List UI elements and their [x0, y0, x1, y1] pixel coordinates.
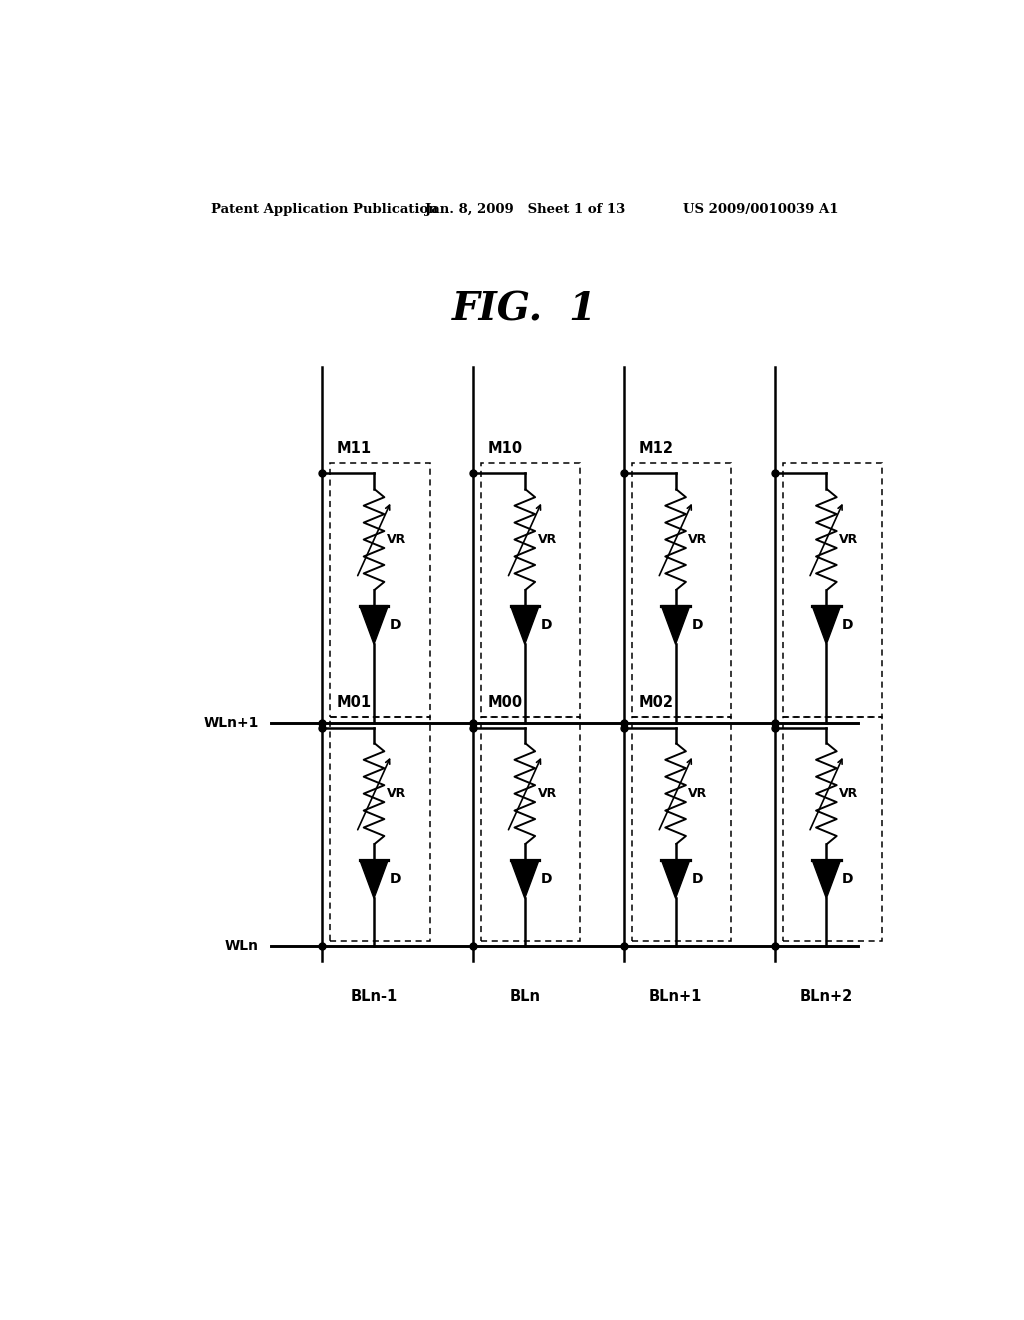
Text: VR: VR [688, 533, 708, 546]
Text: VR: VR [387, 533, 406, 546]
Text: BLn-1: BLn-1 [350, 989, 397, 1003]
Text: M00: M00 [487, 696, 522, 710]
Bar [632, 718, 731, 941]
Bar [481, 463, 581, 718]
Text: WLn: WLn [225, 939, 259, 953]
Text: BLn: BLn [509, 989, 541, 1003]
Polygon shape [662, 606, 690, 644]
Text: Patent Application Publication: Patent Application Publication [211, 203, 438, 216]
Text: M10: M10 [487, 441, 522, 457]
Text: FIG.  1: FIG. 1 [453, 290, 597, 329]
Text: BLn+1: BLn+1 [649, 989, 702, 1003]
Text: M11: M11 [337, 441, 372, 457]
Polygon shape [511, 859, 539, 899]
Polygon shape [511, 606, 539, 644]
Text: WLn+1: WLn+1 [204, 715, 259, 730]
Text: D: D [842, 873, 854, 886]
Bar [481, 718, 581, 941]
Text: VR: VR [538, 533, 557, 546]
Bar [331, 463, 430, 718]
Text: VR: VR [387, 787, 406, 800]
Text: D: D [390, 873, 401, 886]
Polygon shape [662, 859, 690, 899]
Bar [632, 463, 731, 718]
Bar [331, 718, 430, 941]
Bar [782, 718, 882, 941]
Text: M02: M02 [638, 696, 674, 710]
Polygon shape [812, 859, 841, 899]
Bar [782, 463, 882, 718]
Text: VR: VR [688, 787, 708, 800]
Text: VR: VR [839, 787, 858, 800]
Text: VR: VR [839, 533, 858, 546]
Text: M12: M12 [638, 441, 674, 457]
Text: D: D [691, 618, 702, 632]
Text: BLn+2: BLn+2 [800, 989, 853, 1003]
Text: Jan. 8, 2009   Sheet 1 of 13: Jan. 8, 2009 Sheet 1 of 13 [425, 203, 625, 216]
Polygon shape [359, 606, 388, 644]
Text: D: D [842, 618, 854, 632]
Text: D: D [541, 618, 552, 632]
Polygon shape [812, 606, 841, 644]
Text: D: D [691, 873, 702, 886]
Text: D: D [541, 873, 552, 886]
Text: M01: M01 [337, 696, 372, 710]
Text: US 2009/0010039 A1: US 2009/0010039 A1 [683, 203, 839, 216]
Text: D: D [390, 618, 401, 632]
Polygon shape [359, 859, 388, 899]
Text: VR: VR [538, 787, 557, 800]
